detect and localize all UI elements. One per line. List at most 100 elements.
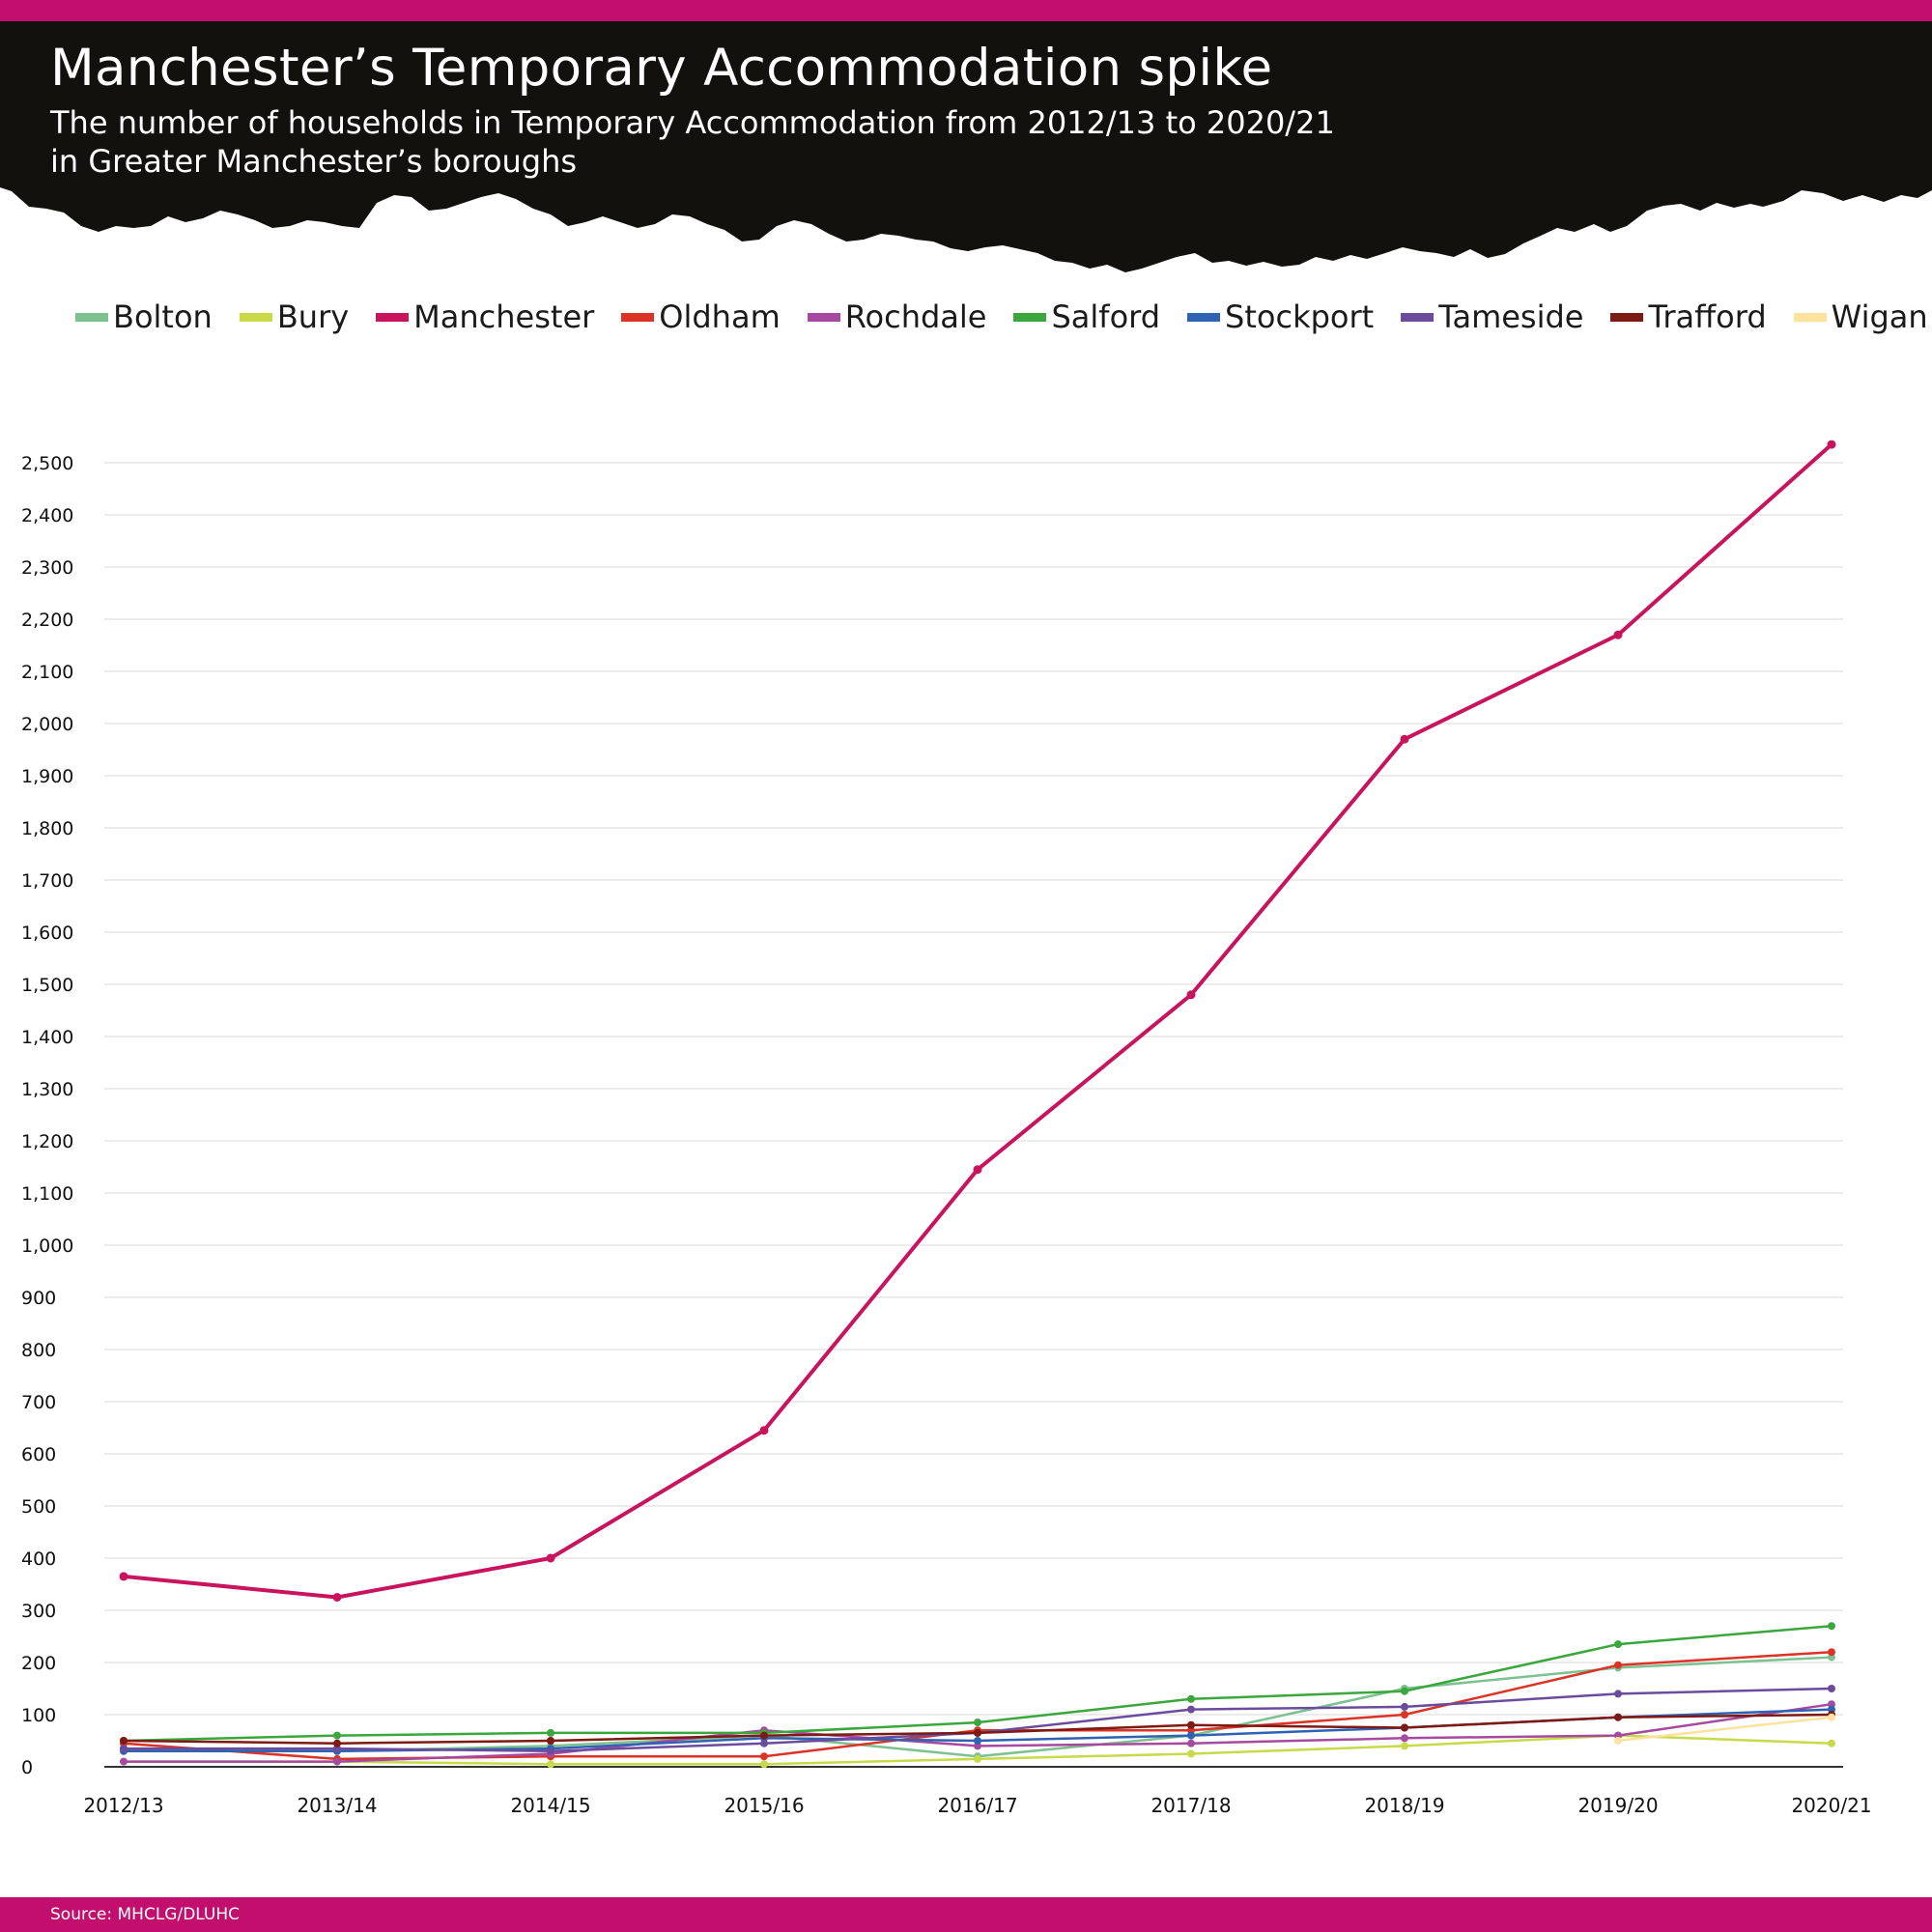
data-point-wigan	[1614, 1737, 1622, 1745]
line-chart: 0 100 200 300 400 500 600 700 800 900 1,000 1,100 1,…	[21, 440, 1872, 1817]
y-tick-labels: 0 100 200 300 400 500 600 700 800 900 1,000 1,100 1,…	[21, 453, 73, 1778]
y-gridlines	[104, 462, 1843, 1716]
data-point-manchester	[1613, 630, 1623, 639]
legend-label: Tameside	[1438, 298, 1584, 335]
data-point-rochdale	[120, 1757, 128, 1766]
legend-label: Manchester	[413, 298, 595, 335]
y-tick-label: 1,900	[21, 766, 73, 787]
y-tick-label: 2,000	[21, 714, 73, 735]
y-tick-label: 1,700	[21, 870, 73, 892]
y-tick-label: 1,300	[21, 1079, 73, 1100]
legend-item-bury: Bury	[239, 298, 349, 335]
legend-label: Oldham	[659, 298, 781, 335]
data-point-manchester	[1400, 734, 1409, 744]
y-tick-label: 2,300	[21, 557, 73, 579]
x-tick-label: 2013/14	[297, 1794, 377, 1817]
x-tick-label: 2017/18	[1151, 1794, 1231, 1817]
legend-label: Trafford	[1648, 298, 1767, 335]
legend-item-stockport: Stockport	[1187, 298, 1374, 335]
data-point-bury	[1401, 1742, 1408, 1750]
y-tick-label: 100	[21, 1705, 56, 1726]
data-point-manchester	[1186, 990, 1196, 1000]
legend-label: Bolton	[113, 298, 213, 335]
data-point-salford	[1614, 1640, 1622, 1649]
data-point-trafford	[760, 1731, 768, 1740]
legend-swatch	[376, 312, 410, 322]
data-point-bury	[547, 1760, 554, 1769]
data-point-trafford	[1614, 1713, 1622, 1721]
y-tick-label: 800	[21, 1340, 56, 1361]
y-tick-label: 500	[21, 1496, 56, 1518]
x-tick-labels: 2012/13 2013/14 2014/15 2015/16 2016/17 2017/…	[83, 1794, 1871, 1817]
y-tick-label: 300	[21, 1601, 56, 1622]
y-tick-label: 1,000	[21, 1236, 73, 1257]
data-point-trafford	[333, 1739, 341, 1747]
data-point-tameside	[1614, 1690, 1622, 1698]
x-tick-label: 2016/17	[937, 1794, 1017, 1817]
legend-item-tameside: Tameside	[1401, 298, 1583, 335]
y-tick-label: 2,200	[21, 610, 73, 631]
legend-swatch	[1610, 312, 1644, 322]
data-point-trafford	[1401, 1723, 1408, 1732]
data-point-tameside	[120, 1745, 128, 1753]
data-point-wigan	[1828, 1713, 1835, 1721]
data-point-manchester	[119, 1572, 128, 1581]
data-point-oldham	[760, 1752, 768, 1761]
x-tick-label: 2012/13	[83, 1794, 163, 1817]
subtitle-line-1: The number of households in Temporary Ac…	[50, 104, 1335, 141]
y-tick-label: 200	[21, 1653, 56, 1674]
series-manchester	[119, 440, 1836, 1602]
x-tick-label: 2019/20	[1577, 1794, 1658, 1817]
data-point-bury	[760, 1760, 768, 1769]
y-tick-label: 1,400	[21, 1027, 73, 1048]
y-tick-label: 600	[21, 1444, 56, 1465]
data-point-rochdale	[333, 1757, 341, 1766]
y-tick-label: 2,100	[21, 662, 73, 683]
data-point-oldham	[1828, 1648, 1835, 1657]
y-tick-label: 1,800	[21, 818, 73, 839]
series-salford	[120, 1622, 1835, 1745]
data-point-oldham	[1401, 1711, 1408, 1719]
data-point-trafford	[547, 1737, 554, 1745]
y-tick-label: 2,400	[21, 505, 73, 526]
legend-label: Salford	[1051, 298, 1161, 335]
legend-swatch	[75, 312, 108, 322]
legend-swatch	[1013, 312, 1047, 322]
data-point-bury	[1828, 1739, 1835, 1747]
legend-item-salford: Salford	[1013, 298, 1160, 335]
data-point-salford	[333, 1731, 341, 1740]
y-tick-label: 0	[21, 1757, 33, 1778]
x-tick-label: 2020/21	[1791, 1794, 1871, 1817]
legend-label: Wigan	[1831, 298, 1928, 335]
y-tick-label: 1,500	[21, 975, 73, 996]
data-point-manchester	[973, 1165, 982, 1175]
x-tick-label: 2014/15	[510, 1794, 590, 1817]
data-point-oldham	[1614, 1661, 1622, 1669]
source-note: Source: MHCLG/DLUHC	[50, 1905, 241, 1924]
data-point-tameside	[760, 1739, 768, 1747]
data-point-tameside	[1401, 1702, 1408, 1711]
legend-item-bolton: Bolton	[75, 298, 213, 335]
data-point-rochdale	[1401, 1734, 1408, 1743]
legend-swatch	[621, 312, 655, 322]
legend-swatch	[807, 312, 840, 322]
series-rochdale	[120, 1700, 1835, 1766]
legend-swatch	[239, 312, 272, 322]
x-tick-label: 2018/19	[1364, 1794, 1444, 1817]
subtitle-line-2: in Greater Manchester’s boroughs	[50, 143, 578, 180]
data-point-salford	[1401, 1687, 1408, 1695]
y-tick-label: 700	[21, 1392, 56, 1413]
data-point-stockport	[1187, 1731, 1195, 1740]
legend-item-rochdale: Rochdale	[807, 298, 986, 335]
data-point-tameside	[1828, 1685, 1835, 1692]
top-brand-stripe	[0, 0, 1932, 21]
data-point-tameside	[1187, 1705, 1195, 1714]
legend-swatch	[1187, 312, 1221, 322]
chart-subtitle: The number of households in Temporary Ac…	[50, 103, 1403, 181]
data-point-salford	[1828, 1622, 1835, 1631]
data-point-salford	[547, 1728, 554, 1737]
legend-swatch	[1793, 312, 1827, 322]
y-tick-label: 900	[21, 1288, 56, 1309]
data-point-salford	[1187, 1694, 1195, 1703]
legend-item-wigan: Wigan	[1793, 298, 1928, 335]
